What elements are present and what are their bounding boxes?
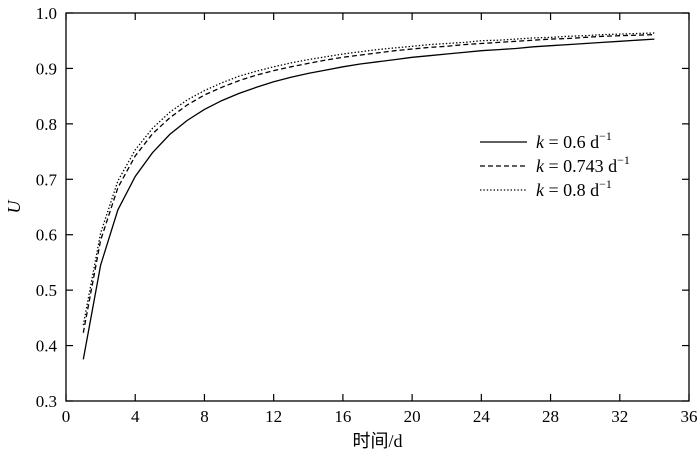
x-tick-label: 24 [473,407,491,426]
x-tick-label: 4 [131,407,140,426]
x-tick-label: 12 [265,407,282,426]
y-axis-title: U [4,200,24,214]
x-axis-title: 时间/d [352,431,402,451]
y-tick-label: 0.6 [36,226,57,245]
y-tick-label: 0.3 [36,392,57,411]
series-line-solid [82,38,655,360]
y-tick-label: 0.8 [36,115,57,134]
series-line-dotted [82,32,655,326]
x-tick-label: 20 [404,407,421,426]
y-tick-label: 0.7 [36,170,58,189]
y-tick-label: 0.5 [36,281,57,300]
legend-label: k = 0.6 d−1 [536,129,612,152]
series-layer [82,32,655,360]
x-tick-label: 32 [611,407,628,426]
legend: k = 0.6 d−1k = 0.743 d−1k = 0.8 d−1 [480,129,630,200]
x-tick-label: 28 [542,407,559,426]
x-tick-label: 16 [334,407,351,426]
y-tick-label: 0.4 [36,337,58,356]
plot-frame [65,12,690,402]
x-tick-label: 36 [681,407,698,426]
x-tick-label: 0 [62,407,71,426]
y-tick-label: 0.9 [36,59,57,78]
series-line-dashed [82,33,655,333]
y-tick-label: 1.0 [36,4,57,23]
legend-label: k = 0.8 d−1 [536,177,612,200]
legend-label: k = 0.743 d−1 [536,153,630,176]
tick-layer: 0 4 8 12 16 20 24 28 32 36 0.3 0.4 0.5 0.6 0.7 0.8 0.9 1.… [36,4,698,426]
x-tick-label: 8 [200,407,209,426]
